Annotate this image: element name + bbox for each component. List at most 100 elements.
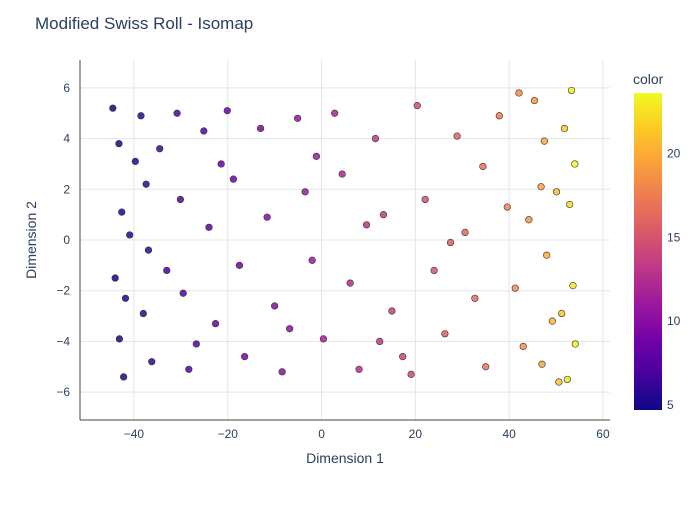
scatter-point [511,284,519,292]
scatter-point [413,102,421,110]
colorbar-tick-label: 5 [667,398,674,412]
scatter-point [379,211,388,219]
scatter-point [263,213,271,221]
scatter-point [552,188,561,196]
scatter-point [446,238,455,247]
x-tick-label: −40 [124,427,145,441]
scatter-point [388,307,396,315]
x-axis-title: Dimension 1 [306,450,384,466]
scatter-point [256,124,265,133]
scatter-point [179,289,187,297]
scatter-point [185,365,193,373]
scatter-point [495,112,503,120]
scatter-point [156,145,164,153]
chart-title: Modified Swiss Roll - Isomap [35,14,253,33]
scatter-point [461,228,469,236]
scatter-point [211,320,220,328]
y-axis-title: Dimension 2 [23,201,39,279]
colorbar-tick-label: 15 [667,230,681,244]
scatter-point [312,152,320,160]
scatter-point [331,109,339,117]
scatter-point [538,360,546,368]
x-tick-label: 40 [502,427,516,441]
scatter-point [407,370,415,378]
scatter-point [566,200,574,209]
y-tick-label: 6 [63,81,70,95]
scatter-point [118,208,126,216]
scatter-point [173,109,181,117]
scatter-point [346,279,354,287]
scatter-point [479,162,487,171]
scatter-point [338,170,346,178]
colorbar: color 5 10 15 20 [633,71,681,412]
scatter-point [241,353,249,361]
scatter-point [441,330,449,338]
scatter-point [308,256,316,264]
scatter-point [115,335,123,343]
x-tick-label: 60 [596,427,610,441]
scatter-point [115,140,123,148]
scatter-point [503,203,511,211]
scatter-point [205,223,213,231]
scatter-point [525,216,533,224]
y-tick-label: −4 [56,334,70,348]
scatter-point [560,124,569,133]
y-tick-label: −6 [56,385,70,399]
scatter-point [139,309,147,318]
scatter-point [519,342,527,351]
grid-lines [80,60,610,420]
scatter-point [301,188,309,196]
y-tick-label: −2 [56,284,70,298]
scatter-point [567,86,576,95]
y-tick-label: 0 [63,233,70,247]
scatter-point [543,251,551,259]
scatter-point [126,231,134,239]
scatter-point [109,104,117,112]
scatter-point [137,112,145,120]
scatter-point [319,335,328,343]
scatter-point [294,114,302,122]
colorbar-tick-label: 10 [667,314,681,328]
scatter-point [515,89,523,97]
scatter-point [555,378,563,386]
scatter-points [109,86,579,386]
colorbar-tick-label: 20 [667,146,681,160]
scatter-point [571,340,579,348]
x-tick-label: 20 [409,427,423,441]
scatter-point [530,96,539,105]
scatter-point [111,274,119,282]
scatter-point [271,302,279,310]
scatter-point [537,183,545,191]
scatter-point [558,309,566,318]
scatter-point [453,132,461,140]
scatter-point [540,137,548,145]
scatter-point [223,107,231,115]
colorbar-title: color [633,71,664,87]
scatter-point [192,340,200,348]
scatter-point [142,180,150,188]
scatter-point [571,160,579,168]
y-tick-label: 2 [63,182,70,196]
scatter-point [371,134,380,143]
scatter-point [217,160,225,168]
colorbar-gradient [634,93,662,410]
scatter-point [421,195,429,204]
scatter-point [176,195,184,204]
scatter-point [430,266,438,275]
x-tick-label: 0 [318,427,325,441]
scatter-point [200,127,208,135]
scatter-point [229,175,237,183]
scatter-point [569,282,577,290]
scatter-point [399,353,407,361]
scatter-point [482,363,490,371]
scatter-point [355,365,363,373]
scatter-point [362,221,371,229]
scatter-point [144,246,153,254]
scatter-point [471,294,479,302]
scatter-point [131,157,139,166]
scatter-point [278,368,286,376]
scatter-point [120,373,128,381]
